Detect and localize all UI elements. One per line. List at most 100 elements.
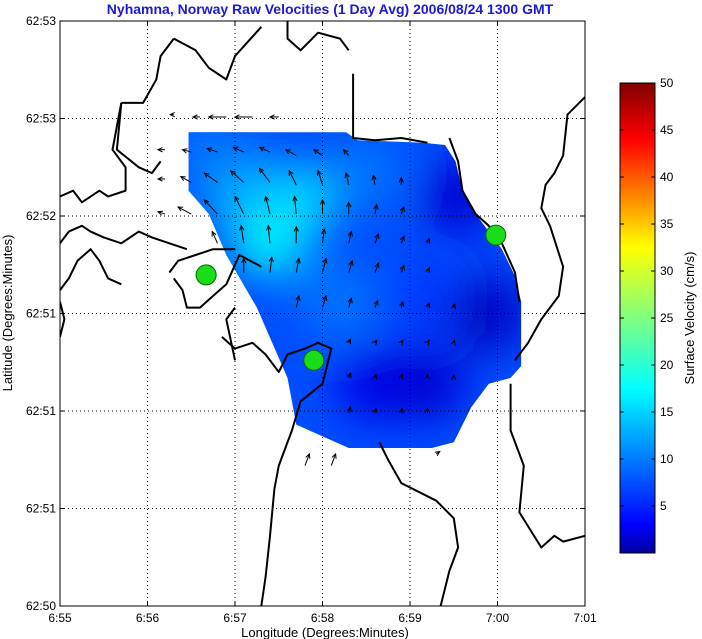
x-tick-label: 7:01 [573, 611, 597, 625]
velocity-arrow [346, 372, 352, 379]
y-tick-label: 62:51 [26, 307, 56, 321]
velocity-arrow [372, 339, 378, 346]
velocity-arrow [169, 111, 175, 118]
colorbar-scale [619, 82, 656, 554]
velocity-arrow [268, 114, 279, 120]
coastline-segment [514, 225, 565, 361]
radar-site-marker [195, 264, 217, 286]
coastline-segment [60, 301, 66, 338]
velocity-arrow [342, 148, 350, 156]
velocity-arrow [372, 373, 378, 380]
velocity-arrow [239, 224, 245, 244]
velocity-arrow [372, 407, 378, 414]
velocity-arrow [451, 303, 457, 310]
velocity-arrow [207, 114, 227, 120]
coastline-segment [121, 37, 175, 104]
velocity-arrow [258, 146, 271, 153]
x-tick-label: 6:58 [311, 611, 335, 625]
colorbar-tick-label: 45 [660, 123, 674, 137]
speed-hotspot [389, 263, 466, 340]
velocity-arrow [234, 195, 245, 215]
velocity-arrow [179, 176, 192, 183]
speed-hotspot [337, 345, 413, 422]
velocity-arrow [373, 299, 379, 308]
velocity-arrow [451, 374, 457, 381]
y-tick-label: 62:51 [26, 404, 56, 418]
velocity-arrow [348, 259, 354, 273]
radar-site-marker [303, 349, 325, 371]
coastline-segment [540, 96, 585, 227]
y-tick-label: 62:53 [26, 112, 56, 126]
coastline-segment [286, 21, 350, 52]
velocity-arrow [346, 201, 352, 215]
velocity-arrow [288, 169, 297, 186]
y-tick-label: 62:52 [26, 209, 56, 223]
velocity-arrow [424, 339, 430, 346]
velocity-arrow [319, 198, 326, 215]
x-axis-ticks: 6:55 6:56 6:57 6:58 6:59 7:00 7:01 [48, 21, 597, 625]
velocity-arrow [344, 171, 350, 185]
colorbar-ticks: 5 10 15 20 25 30 35 40 45 50 [620, 76, 674, 513]
velocity-arrow [233, 114, 253, 120]
velocity-arrow [399, 300, 405, 308]
velocity-arrow [321, 228, 327, 244]
velocity-arrow [425, 266, 431, 273]
radar-sites [195, 224, 507, 371]
x-tick-label: 6:56 [136, 611, 160, 625]
coastline-segment [448, 137, 521, 302]
velocity-arrow [374, 262, 380, 273]
velocity-arrow [177, 206, 192, 215]
coastline-segment [221, 336, 333, 606]
colorbar-tick-label: 30 [660, 264, 674, 278]
velocity-arrow [156, 176, 165, 182]
colorbar-label: Surface Velocity (cm/s) [682, 252, 697, 385]
velocity-arrow [425, 237, 431, 244]
velocity-arrow [347, 297, 353, 308]
velocity-arrow [156, 147, 165, 153]
coastline-segment [115, 102, 162, 175]
velocity-arrow [293, 225, 299, 244]
velocity-arrow [292, 195, 298, 215]
x-tick-label: 6:59 [398, 611, 422, 625]
y-tick-label: 62:53 [26, 14, 56, 28]
colorbar-tick-label: 35 [660, 217, 674, 231]
x-tick-label: 6:57 [223, 611, 247, 625]
velocity-arrow [322, 257, 328, 273]
velocity-arrow [330, 452, 337, 466]
radar-site-marker [485, 224, 507, 246]
velocity-arrow [322, 294, 328, 308]
velocity-arrow [398, 373, 404, 380]
speed-hotspot [328, 135, 405, 212]
map-plot-area: 6:55 6:56 6:57 6:58 6:59 7:00 7:01 62:5062:516… [26, 14, 597, 625]
velocity-arrow [181, 148, 192, 154]
velocity-arrow [434, 450, 441, 457]
coastline-segment [378, 441, 460, 606]
velocity-arrow [398, 339, 404, 346]
velocity-arrow [424, 407, 431, 413]
colorbar-tick-label: 20 [660, 358, 674, 372]
colorbar-tick-label: 5 [660, 499, 667, 513]
velocity-arrow [205, 147, 218, 153]
velocity-arrow [268, 256, 274, 273]
coastline-segment [172, 254, 262, 309]
velocity-arrow [371, 174, 377, 185]
velocity-arrow [284, 149, 297, 156]
coastline-segment [168, 248, 235, 274]
velocity-arrow [373, 203, 379, 215]
coastline [60, 21, 585, 606]
coastline-segment [352, 73, 428, 144]
y-axis-ticks: 62:50 62:51 62:51 62:51 62:52 62:53 62:53 [26, 14, 585, 613]
velocity-arrow [295, 294, 301, 308]
velocity-arrow [399, 264, 405, 273]
velocity-arrow [399, 205, 405, 215]
velocity-arrow [241, 257, 247, 273]
velocity-arrow [203, 199, 218, 215]
coastline-segment [509, 383, 585, 549]
velocity-arrow [347, 230, 353, 244]
velocity-arrow [398, 407, 404, 414]
velocity-arrow [425, 301, 431, 308]
velocity-vectors [156, 111, 457, 466]
coastline-segment [60, 102, 127, 204]
colorbar: 5 10 15 20 25 30 35 40 45 50 Surface Velocity (cm… [619, 76, 697, 554]
